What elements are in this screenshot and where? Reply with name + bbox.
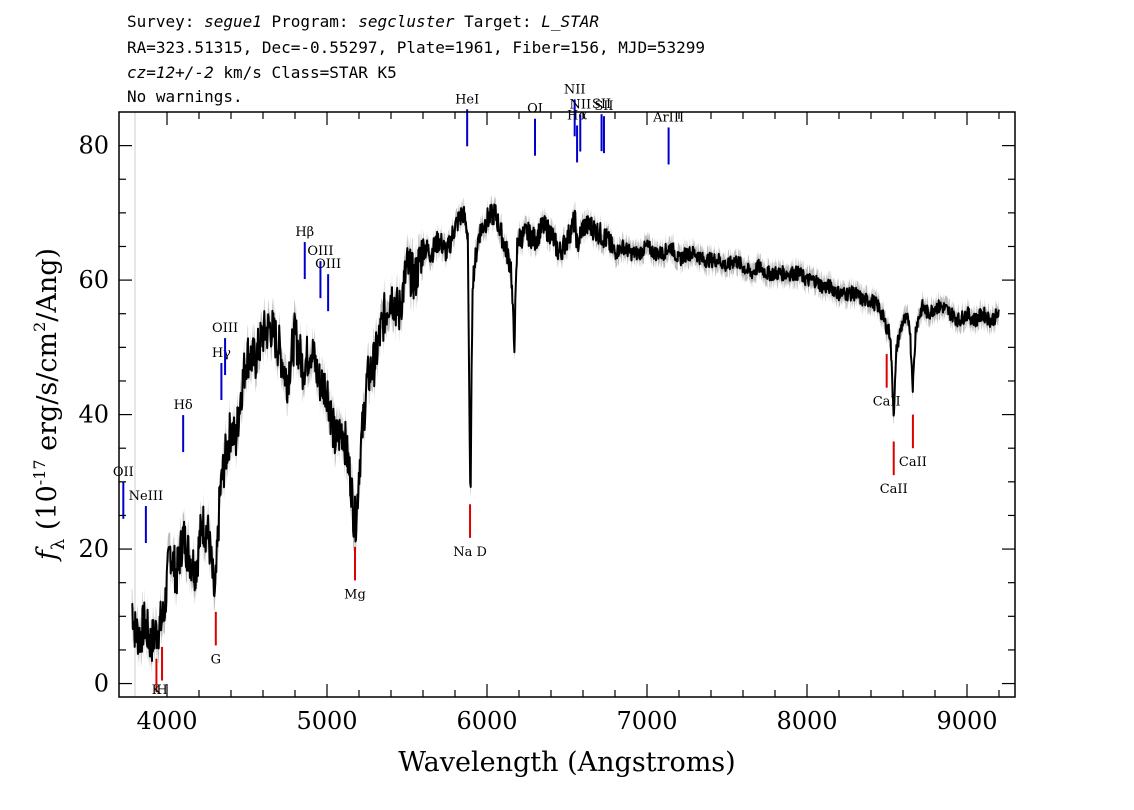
x-tick-label: 4000 bbox=[136, 707, 197, 735]
y-label-exp: -17 bbox=[30, 459, 49, 485]
emission-line-label: Hγ bbox=[212, 346, 231, 361]
x-tick-label: 6000 bbox=[456, 707, 517, 735]
plot-frame bbox=[118, 111, 1016, 698]
survey-value: segue1 bbox=[204, 12, 262, 31]
absorption-line-label: Na D bbox=[453, 545, 487, 560]
emission-line-label: Hδ bbox=[174, 398, 193, 413]
header-line-2: RA=323.51315, Dec=-0.55297, Plate=1961, … bbox=[127, 38, 705, 57]
y-tick-label: 20 bbox=[78, 535, 109, 563]
axis-ticks: 4000 5000 6000 7000 8000 9000 0 20 40 60 80 bbox=[78, 112, 1015, 735]
absorption-line-label: CaII bbox=[880, 482, 908, 497]
y-tick-label: 80 bbox=[78, 132, 109, 160]
spectrum-line bbox=[130, 203, 1000, 662]
y-tick-label: 0 bbox=[94, 670, 109, 698]
emission-line-label: NeIII bbox=[129, 489, 163, 504]
x-tick-label: 9000 bbox=[936, 707, 997, 735]
program-label: Program: bbox=[261, 12, 359, 31]
emission-line-label: HeI bbox=[455, 92, 479, 107]
spectrum-series bbox=[130, 203, 1000, 662]
y-tick-label: 40 bbox=[78, 401, 109, 429]
absorption-line-label: Mg bbox=[344, 587, 366, 602]
x-tick-label: 5000 bbox=[296, 707, 357, 735]
x-axis-label: Wavelength (Angstroms) bbox=[398, 747, 735, 778]
emission-line-label: SII bbox=[592, 97, 611, 112]
header-line-3: cz=12+/-2 km/s Class=STAR K5 bbox=[127, 65, 397, 81]
absorption-line-label: H bbox=[156, 683, 167, 698]
target-value: L_STAR bbox=[541, 12, 600, 31]
emission-line-label: SII bbox=[594, 99, 613, 114]
absorption-line-label: G bbox=[211, 652, 221, 667]
y-label-end: /Ang) bbox=[32, 248, 63, 322]
emission-line-label: OI bbox=[527, 102, 543, 117]
absorption-line-label: CaII bbox=[899, 455, 927, 470]
target-label: Target: bbox=[454, 12, 542, 31]
emission-line-label: OIII bbox=[315, 257, 341, 272]
class-info: km/s Class=STAR K5 bbox=[213, 63, 397, 82]
redshift-value: cz=12+/-2 bbox=[127, 63, 214, 82]
error-band bbox=[131, 112, 999, 697]
emission-line-label: NII bbox=[569, 98, 591, 113]
emission-line-label: ArIII bbox=[652, 110, 684, 125]
y-label-exp2: 2 bbox=[30, 322, 49, 332]
y-axis-label: fλ (10-17 erg/s/cm2/Ang) bbox=[30, 248, 69, 562]
emission-line-label: OIII bbox=[307, 244, 333, 259]
absorption-line-label: K bbox=[152, 683, 162, 698]
emission-line-label: Hβ bbox=[295, 225, 314, 240]
survey-label: Survey: bbox=[127, 12, 205, 31]
y-tick-label: 60 bbox=[78, 266, 109, 294]
y-label-unit: erg/s/cm bbox=[32, 332, 63, 460]
absorption-line-label: CaII bbox=[873, 395, 901, 410]
program-value: segcluster bbox=[358, 12, 455, 31]
y-label-f: f bbox=[32, 546, 63, 562]
error-band-area bbox=[131, 195, 999, 676]
header-line-1: Survey: segue1 Program: segcluster Targe… bbox=[127, 14, 599, 30]
emission-line-label: OII bbox=[113, 465, 134, 480]
y-label-mid: (10 bbox=[32, 485, 63, 538]
emission-line-label: NII bbox=[564, 82, 586, 97]
x-tick-label: 7000 bbox=[616, 707, 677, 735]
y-label-sub: λ bbox=[48, 539, 69, 550]
header-line-4: No warnings. bbox=[127, 87, 243, 106]
emission-line-label: OIII bbox=[212, 321, 238, 336]
x-tick-label: 8000 bbox=[776, 707, 837, 735]
